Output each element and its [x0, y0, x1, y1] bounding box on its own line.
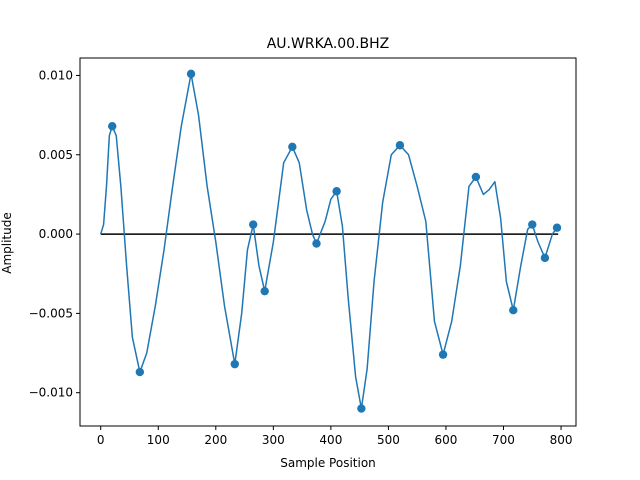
series-line: [99, 73, 558, 410]
data-point: [332, 187, 341, 196]
x-tick-label: 0: [97, 433, 105, 447]
data-point: [186, 69, 196, 79]
data-point: [288, 142, 297, 152]
data-point: [260, 286, 269, 296]
x-tick-label: 300: [262, 433, 285, 447]
y-tick-label: 0.005: [39, 148, 73, 162]
plot-area: [99, 69, 562, 413]
data-point: [395, 141, 405, 150]
y-tick-label: 0.010: [39, 68, 73, 82]
data-point: [528, 220, 537, 229]
x-tick-label: 700: [492, 433, 515, 447]
x-axis: 0 100 200 300 400 500 600 700 800: [97, 426, 573, 447]
data-point: [438, 350, 448, 359]
x-tick-label: 500: [377, 433, 400, 447]
data-point: [108, 122, 117, 131]
y-tick-label: −0.005: [29, 306, 73, 320]
data-point: [312, 239, 321, 248]
x-tick-label: 200: [204, 433, 227, 447]
x-axis-label: Sample Position: [280, 456, 376, 470]
plot-frame: [79, 57, 577, 427]
data-point: [230, 359, 239, 369]
data-point: [135, 367, 145, 377]
x-tick-label: 400: [319, 433, 342, 447]
data-point: [552, 223, 562, 232]
x-tick-label: 100: [147, 433, 170, 447]
chart-title: AU.WRKA.00.BHZ: [267, 36, 390, 52]
data-point: [471, 172, 481, 182]
data-point: [509, 306, 518, 315]
x-tick-label: 600: [435, 433, 458, 447]
y-axis: 0.010 0.005 0.000 −0.005 −0.010: [29, 68, 80, 400]
y-tick-label: 0.000: [39, 227, 73, 241]
data-point: [540, 253, 550, 263]
data-point: [248, 220, 258, 229]
y-axis-label: Amplitude: [0, 212, 14, 274]
x-tick-label: 800: [550, 433, 573, 447]
data-point: [357, 404, 366, 413]
y-tick-label: −0.010: [29, 386, 73, 400]
